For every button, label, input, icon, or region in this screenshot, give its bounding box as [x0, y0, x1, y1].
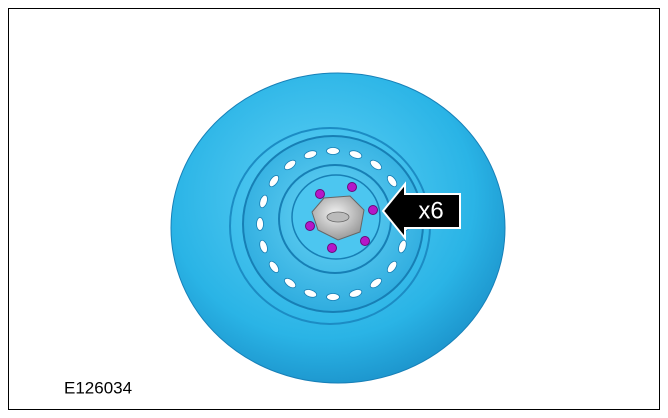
rim-hole	[259, 194, 268, 209]
rim-hole	[268, 260, 280, 273]
lug-nuts	[305, 182, 378, 253]
rim-hole	[348, 150, 363, 159]
lug-nut	[368, 205, 378, 215]
callout-arrow	[381, 181, 461, 241]
lug-nut	[347, 182, 357, 192]
lug-nut	[305, 221, 315, 231]
figure-id: E126034	[64, 378, 132, 397]
rim-hole	[369, 159, 382, 171]
rim-hole	[259, 239, 268, 254]
rim-hole	[303, 289, 318, 298]
rim-hole	[386, 175, 398, 188]
rim-hole	[284, 159, 297, 171]
rim-hole	[284, 277, 297, 289]
lug-nut	[360, 236, 370, 246]
lug-nut	[327, 243, 337, 253]
callout-label: x6	[418, 197, 443, 224]
rim-hole	[348, 289, 363, 298]
rim-hole	[326, 293, 340, 301]
rim-hole	[369, 277, 382, 289]
rim-hole	[326, 147, 340, 155]
rim-hole	[303, 150, 318, 159]
rim-hole	[268, 175, 280, 188]
rim-hole	[256, 217, 264, 231]
rim-hole	[386, 260, 398, 273]
lug-nut	[315, 189, 325, 199]
rim-hole	[398, 239, 407, 254]
hub-logo	[326, 211, 350, 223]
